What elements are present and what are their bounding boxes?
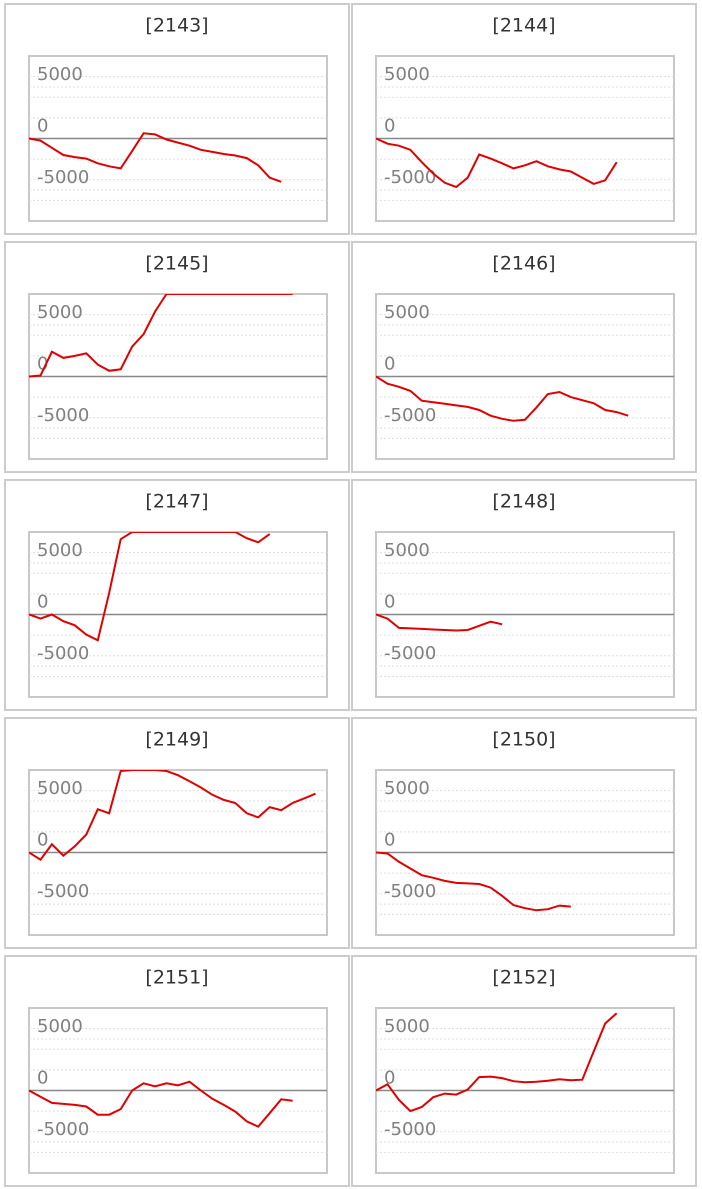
y-tick-label: 0	[37, 116, 48, 137]
y-tick-label: 5000	[384, 302, 430, 323]
y-tick-label: -5000	[384, 881, 436, 902]
chart-panel: [2147] 5000 0 -5000	[4, 479, 350, 711]
y-tick-label: 0	[37, 354, 48, 375]
data-line	[376, 851, 571, 912]
y-tick-label: 0	[384, 1068, 395, 1089]
y-tick-label: -5000	[37, 405, 89, 426]
y-tick-label: 0	[384, 116, 395, 137]
y-tick-label: 5000	[37, 778, 83, 799]
chart-panel: [2149] 5000 0 -5000	[4, 717, 350, 949]
chart-panel: [2150] 5000 0 -5000	[351, 717, 697, 949]
y-tick-label: -5000	[384, 643, 436, 664]
chart-panel: [2143] 5000 0 -5000	[4, 3, 350, 235]
y-tick-label: 0	[37, 592, 48, 613]
y-tick-label: 0	[384, 592, 395, 613]
y-tick-label: 0	[37, 830, 48, 851]
data-line	[376, 375, 629, 422]
y-tick-label: 0	[384, 830, 395, 851]
chart-panel: [2144] 5000 0 -5000	[351, 3, 697, 235]
chart-title: [2146]	[492, 253, 555, 275]
y-tick-label: -5000	[37, 643, 89, 664]
chart-panel: [2152] 5000 0 -5000	[351, 955, 697, 1187]
y-tick-label: -5000	[37, 881, 89, 902]
y-tick-label: 5000	[384, 64, 430, 85]
data-line	[29, 294, 293, 378]
y-tick-label: 5000	[37, 1016, 83, 1037]
chart-title: [2149]	[145, 729, 208, 751]
data-line	[376, 137, 618, 189]
y-tick-label: 5000	[37, 540, 83, 561]
data-line	[376, 613, 503, 632]
y-tick-label: -5000	[384, 1119, 436, 1140]
chart-title: [2143]	[145, 15, 208, 37]
y-tick-label: -5000	[37, 167, 89, 188]
y-tick-label: 5000	[37, 302, 83, 323]
chart-title: [2150]	[492, 729, 555, 751]
y-tick-label: 0	[384, 354, 395, 375]
chart-title: [2145]	[145, 253, 208, 275]
y-tick-label: 5000	[384, 1016, 430, 1037]
chart-title: [2144]	[492, 15, 555, 37]
y-tick-label: 5000	[384, 540, 430, 561]
y-tick-label: 5000	[384, 778, 430, 799]
chart-panel: [2145] 5000 0 -5000	[4, 241, 350, 473]
y-tick-label: 0	[37, 1068, 48, 1089]
chart-panel: [2148] 5000 0 -5000	[351, 479, 697, 711]
data-line	[29, 770, 316, 862]
chart-panel: [2146] 5000 0 -5000	[351, 241, 697, 473]
data-line	[29, 532, 271, 642]
y-tick-label: -5000	[37, 1119, 89, 1140]
y-tick-label: -5000	[384, 405, 436, 426]
chart-title: [2152]	[492, 967, 555, 989]
y-tick-label: -5000	[384, 167, 436, 188]
data-line	[29, 1080, 293, 1128]
chart-title: [2151]	[145, 967, 208, 989]
y-tick-label: 5000	[37, 64, 83, 85]
data-line	[29, 132, 282, 183]
chart-title: [2148]	[492, 491, 555, 513]
data-line	[376, 1012, 618, 1113]
chart-title: [2147]	[145, 491, 208, 513]
chart-panel: [2151] 5000 0 -5000	[4, 955, 350, 1187]
